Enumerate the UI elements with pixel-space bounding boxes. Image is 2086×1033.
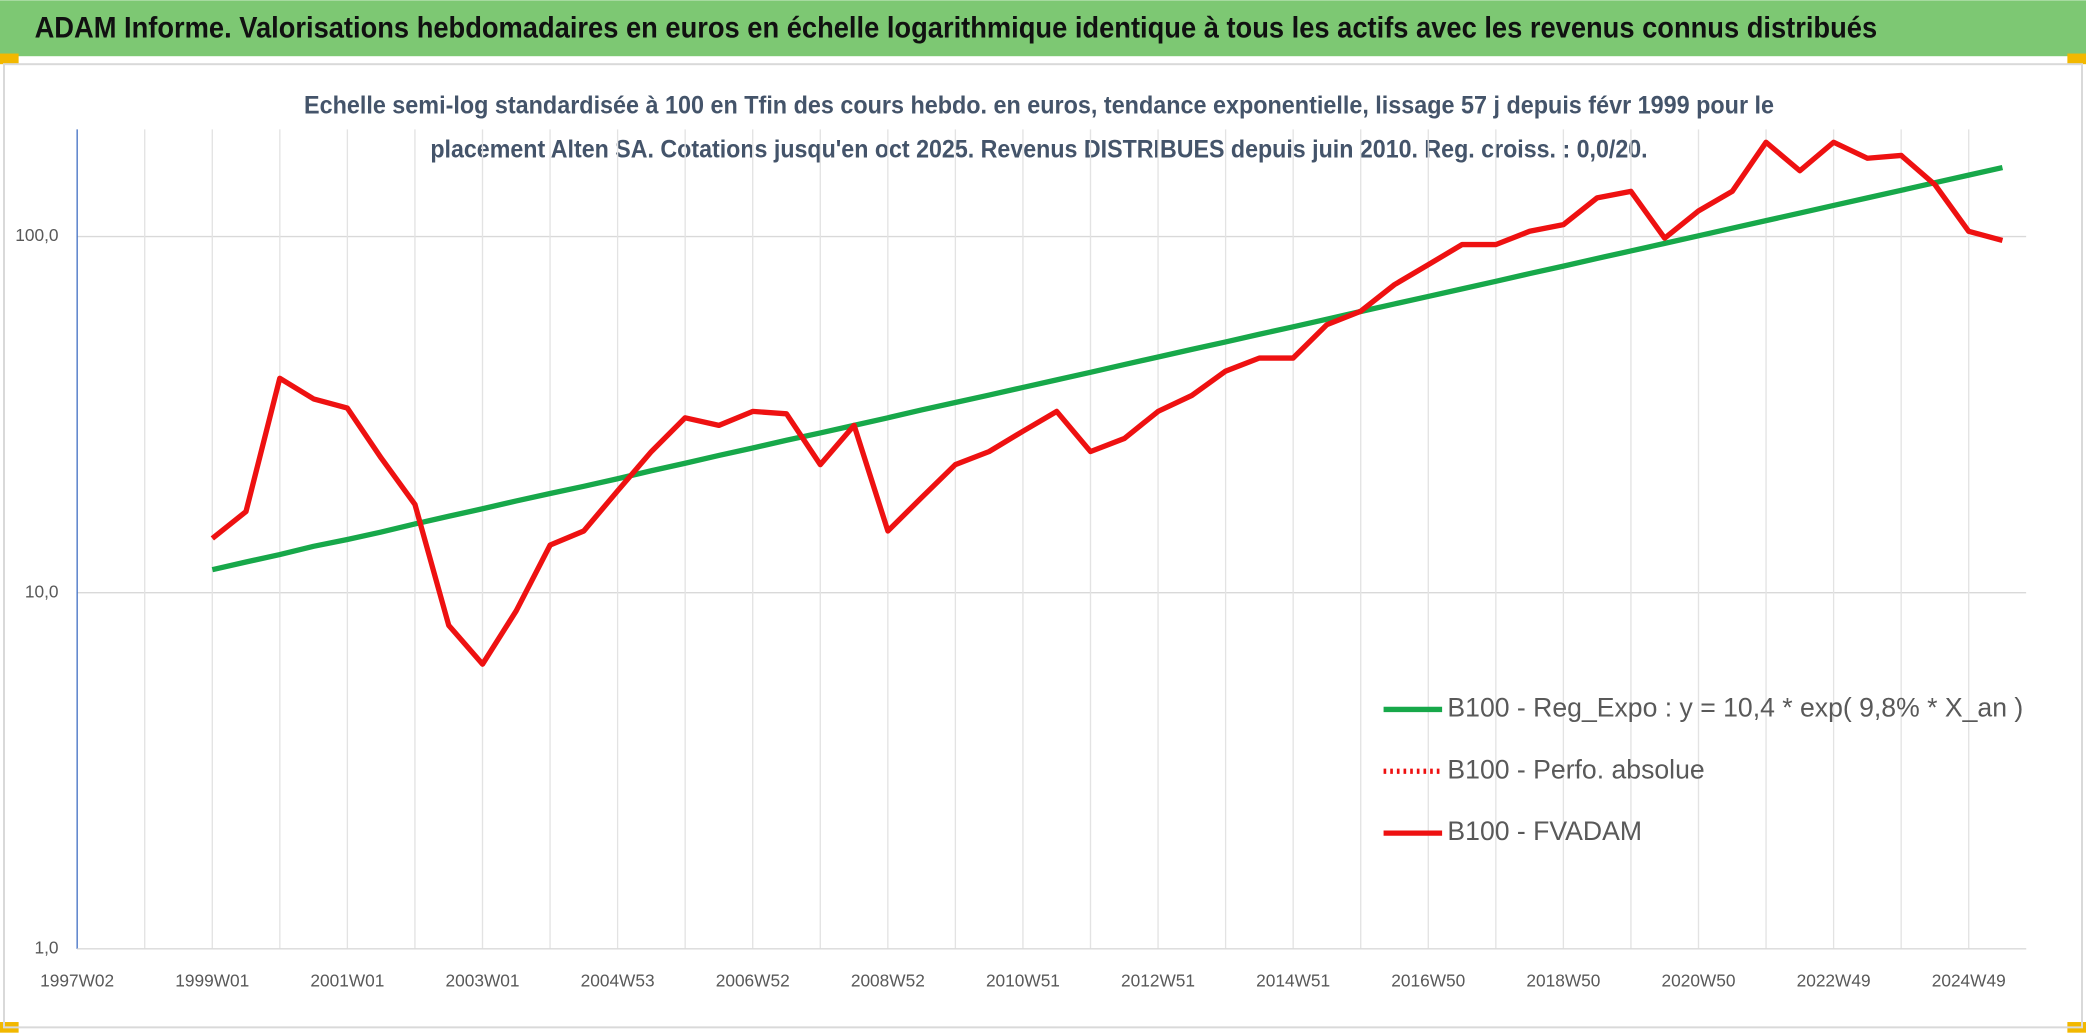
corner <box>2067 53 2086 65</box>
x-tick-label: 1997W02 <box>40 971 114 991</box>
y-tick-label: 10,0 <box>25 581 59 601</box>
x-tick-label: 2014W51 <box>1256 971 1330 991</box>
x-tick-label: 2001W01 <box>310 971 384 991</box>
x-tick-label: 1999W01 <box>175 971 249 991</box>
legend-label: B100 - FVADAM <box>1447 816 1642 846</box>
x-tick-label: 2016W50 <box>1391 971 1465 991</box>
x-tick-label: 2010W51 <box>986 971 1060 991</box>
x-tick-label: 2024W49 <box>1932 971 2006 991</box>
legend-label: B100 - Reg_Expo : y = 10,4 * exp( 9,8% *… <box>1447 692 2023 722</box>
y-tick-label: 1,0 <box>35 937 59 957</box>
legend-label: B100 - Perfo. absolue <box>1447 754 1704 784</box>
data-line <box>210 139 2004 667</box>
x-tick-label: 2008W52 <box>851 971 925 991</box>
page-title: ADAM Informe. Valorisations hebdomadaire… <box>35 12 1878 44</box>
x-tick-label: 2006W52 <box>716 971 790 991</box>
corner <box>0 53 19 65</box>
chart-subtitle: placement Alten SA. Cotations jusqu'en o… <box>430 135 1647 163</box>
header-band <box>0 0 2086 57</box>
frame <box>2 63 2084 1029</box>
chart-subtitle: Echelle semi-log standardisée à 100 en T… <box>304 91 1774 119</box>
x-tick-label: 2022W49 <box>1797 971 1871 991</box>
y-tick-label: 100,0 <box>15 225 58 245</box>
data-line <box>211 164 2004 573</box>
x-tick-label: 2012W51 <box>1121 971 1195 991</box>
plot-area: 1,0 10,0 100,0 1997W02 1999W01 2001W01 2003W01… <box>15 129 2027 991</box>
x-tick-label: 2020W50 <box>1661 971 1735 991</box>
x-tick-label: 2018W50 <box>1526 971 1600 991</box>
x-tick-label: 2003W01 <box>446 971 520 991</box>
x-tick-label: 2004W53 <box>581 971 655 991</box>
